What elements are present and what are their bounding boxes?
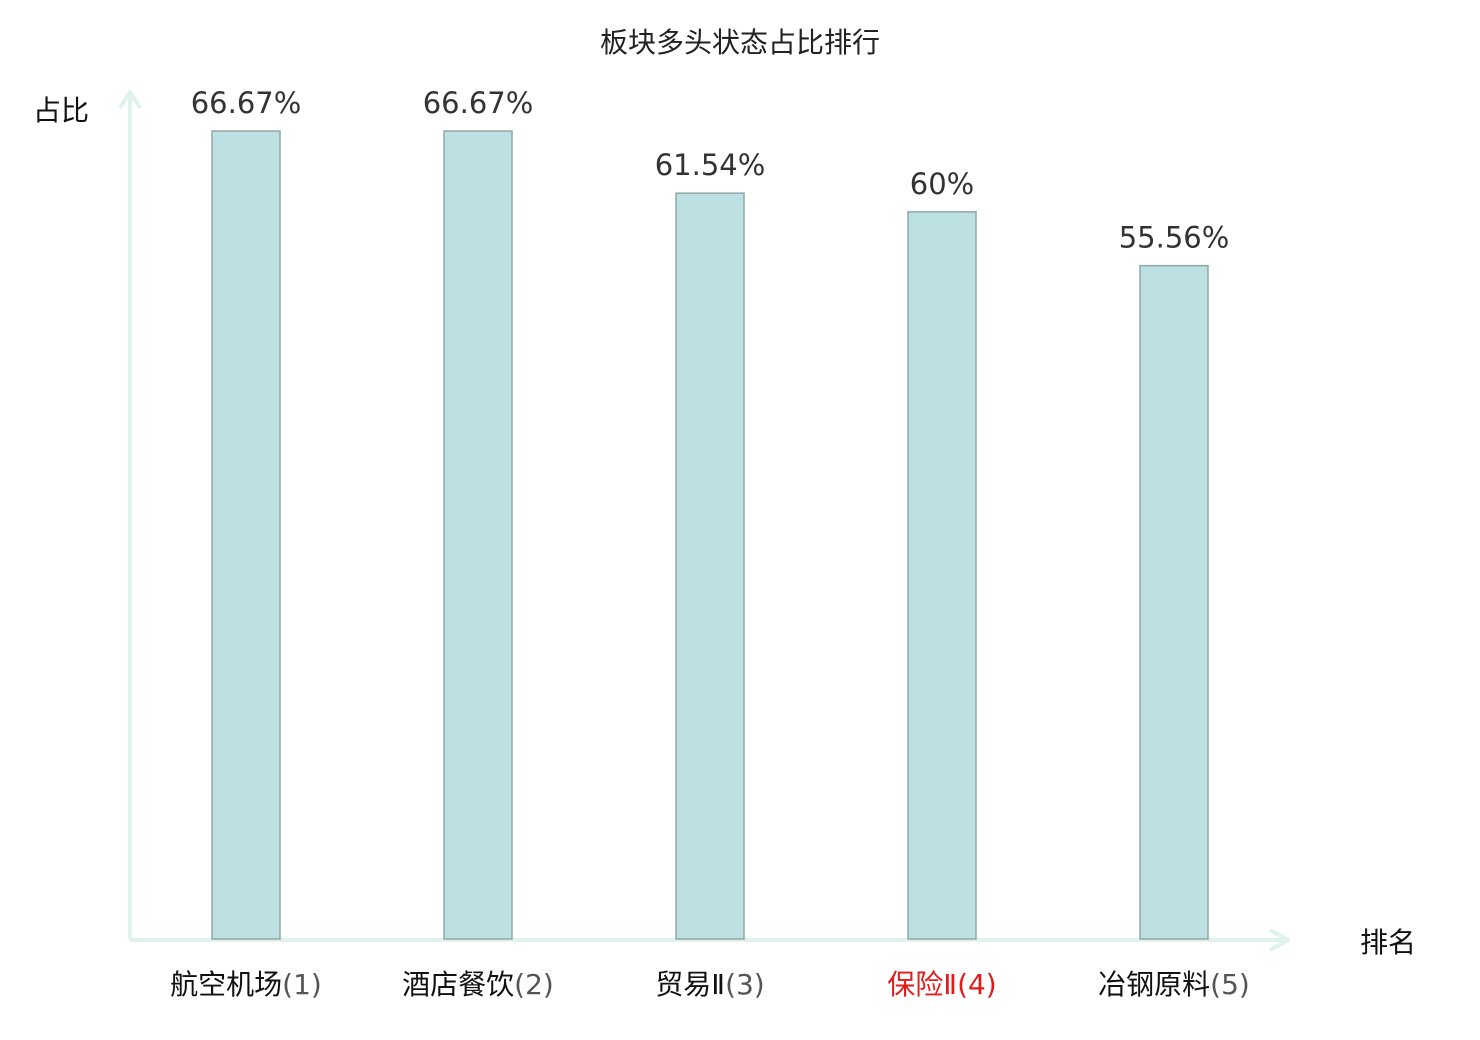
category-label-2: 酒店餐饮(2) (402, 968, 554, 1001)
category-label-3: 贸易Ⅱ(3) (655, 968, 764, 1001)
category-label-4: 保险Ⅱ(4) (887, 968, 996, 1001)
y-axis-arrow (118, 90, 142, 110)
category-labels: 航空机场(1) 酒店餐饮(2) 贸易Ⅱ(3) 保险Ⅱ(4) 冶钢原料(5) (170, 968, 1250, 1001)
category-label-1: 航空机场(1) (170, 968, 322, 1001)
value-label-5: 55.56% (1119, 221, 1230, 255)
category-rank: (3) (725, 968, 765, 1001)
category-rank: (1) (282, 968, 322, 1001)
x-axis-label: 排名 (1360, 926, 1416, 959)
value-label-4: 60% (910, 167, 974, 201)
category-rank: (5) (1210, 968, 1250, 1001)
value-label-2: 66.67% (423, 86, 534, 120)
bar-3 (675, 192, 745, 940)
bar-5 (1139, 264, 1209, 940)
category-rank: (4) (957, 968, 997, 1001)
y-axis-label: 占比 (33, 94, 89, 127)
category-rank: (2) (514, 968, 554, 1001)
value-label-3: 61.54% (655, 148, 766, 182)
category-name: 贸易Ⅱ (655, 968, 725, 1001)
category-label-5: 冶钢原料(5) (1098, 968, 1250, 1001)
bar-4 (907, 211, 977, 940)
bar-2 (443, 130, 513, 940)
axes (118, 90, 1290, 952)
value-labels: 66.67% 66.67% 61.54% 60% 55.56% (191, 86, 1230, 255)
bars (211, 130, 1209, 940)
category-name: 酒店餐饮 (402, 968, 514, 1001)
category-name: 冶钢原料 (1098, 968, 1210, 1001)
category-name: 保险Ⅱ (887, 968, 957, 1001)
value-label-1: 66.67% (191, 86, 302, 120)
category-name: 航空机场 (170, 968, 282, 1001)
bar-1 (211, 130, 281, 940)
chart-title: 板块多头状态占比排行 (600, 26, 880, 59)
x-axis-arrow (1269, 928, 1290, 952)
